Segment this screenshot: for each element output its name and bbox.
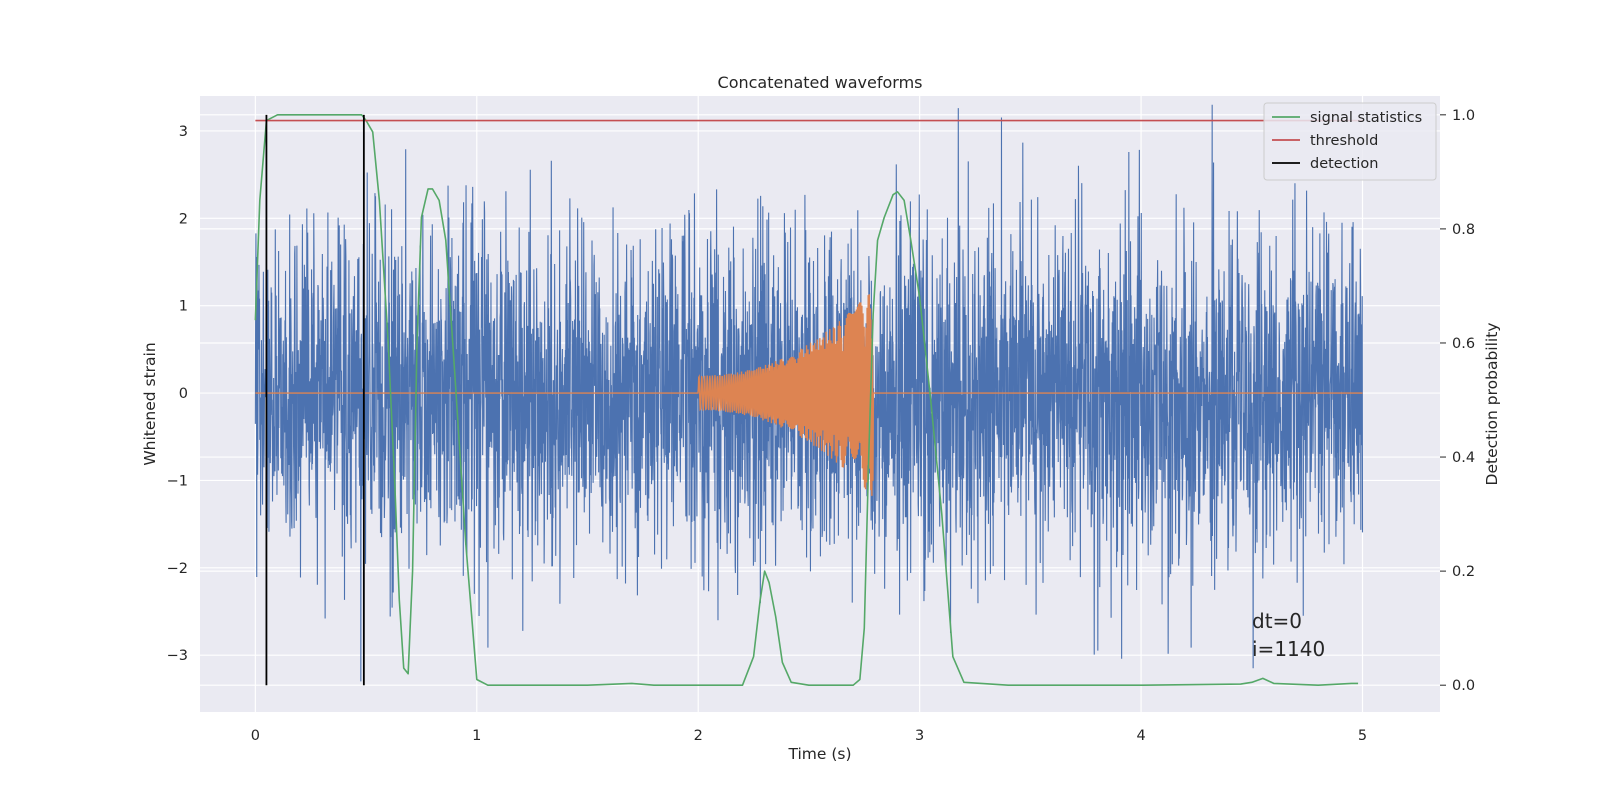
y-tick-label: −1 [167,473,188,489]
x-tick-label: 1 [472,728,481,744]
y2-tick-label: 0.8 [1452,222,1475,238]
y2-tick-label: 0.0 [1452,678,1475,694]
y2-tick-label: 0.6 [1452,336,1475,352]
y-tick-label: 3 [179,124,188,140]
annotation-index: i=1140 [1252,637,1325,661]
legend-label: threshold [1310,133,1378,149]
y-axis-label: Whitened strain [141,342,159,465]
series-signal-statistics [254,114,1359,686]
x-axis-label: Time (s) [787,745,851,763]
y-tick-label: 1 [179,299,188,315]
y2-axis-label: Detection probability [1483,323,1501,486]
legend-label: detection [1310,156,1378,172]
y2-tick-labels: 0.0 0.2 0.4 0.6 0.8 1.0 [1440,108,1475,694]
y-tick-label: −3 [167,648,188,664]
x-tick-label: 0 [251,728,260,744]
x-tick-labels: 0 1 2 3 4 5 [251,728,1367,744]
y-tick-label: 2 [179,211,188,227]
y-tick-label: 0 [179,386,188,402]
y2-tick-label: 0.4 [1452,450,1475,466]
y-tick-label: −2 [167,561,188,577]
series-injected-signal [255,294,1363,496]
chart-title: Concatenated waveforms [718,73,923,92]
y-tick-labels: −3 −2 −1 0 1 2 3 [167,124,188,664]
series-layer [254,104,1364,686]
legend-box [1263,102,1437,181]
y2-tick-label: 0.2 [1452,564,1475,580]
x-tick-label: 3 [915,728,924,744]
legend-label: signal statistics [1310,110,1422,126]
y2-tick-label: 1.0 [1452,108,1475,124]
annotation-dt: dt=0 [1252,609,1302,633]
x-tick-label: 5 [1358,728,1367,744]
x-tick-label: 4 [1136,728,1145,744]
legend: signal statistics threshold detection [1263,102,1437,181]
x-tick-label: 2 [694,728,703,744]
